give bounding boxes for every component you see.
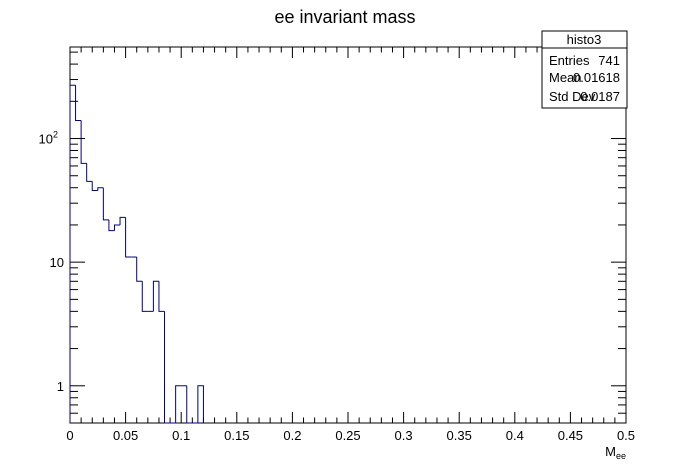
x-tick-label: 0.25	[335, 428, 360, 443]
histogram-bin	[186, 385, 193, 424]
histogram-bin	[113, 224, 121, 231]
x-axis: 0 0.05 0.1 0.15 0.2 0.25 0.3 0.35 0.4 0.45 0.5	[66, 47, 635, 443]
histogram-bin	[125, 217, 132, 258]
histogram-bin	[136, 257, 143, 282]
stats-mean-value: 0.01618	[573, 70, 620, 85]
histogram-bin	[141, 281, 148, 312]
stats-box-name: histo3	[567, 32, 602, 47]
x-tick-label: 0.05	[113, 428, 138, 443]
x-tick-label: 0.5	[617, 428, 635, 443]
x-tick-label: 0.45	[558, 428, 583, 443]
stats-mean-label: Mean	[549, 70, 582, 85]
x-tick-label: 0.2	[283, 428, 301, 443]
stats-box-frame	[541, 30, 628, 109]
histogram-bin	[75, 85, 82, 121]
stats-entries-value: 741	[598, 53, 620, 68]
y-tick-label: 10	[50, 255, 64, 270]
x-tick-label: 0.3	[395, 428, 413, 443]
y-tick-label: 102	[39, 130, 58, 147]
x-tick-label: 0.15	[224, 428, 249, 443]
chart-title: ee invariant mass	[274, 7, 415, 27]
stats-entries-label: Entries	[549, 53, 590, 68]
x-axis-label-main: M	[605, 444, 616, 459]
x-tick-label: 0	[66, 428, 73, 443]
x-axis-label-subscript: ee	[616, 451, 626, 461]
histogram-bin	[91, 181, 98, 191]
histogram-bin	[97, 187, 104, 191]
x-tick-label: 0.35	[447, 428, 472, 443]
histogram-series	[69, 84, 204, 424]
histogram-bin	[152, 280, 159, 312]
histogram-bin	[102, 187, 109, 221]
histogram-bin	[158, 281, 165, 312]
x-axis-label: Mee	[605, 444, 626, 461]
stats-box: histo3 Entries 741 Mean 0.01618 Std Dev …	[541, 30, 628, 109]
histogram-bin	[69, 84, 76, 423]
histogram-bin	[197, 385, 204, 423]
histogram-bin	[164, 311, 171, 424]
histogram-bin	[175, 385, 182, 423]
histogram-bin	[80, 120, 87, 164]
histogram-bin	[119, 216, 126, 225]
y-axis: 1 10 102	[39, 51, 626, 424]
x-tick-label: 0.1	[172, 428, 190, 443]
stats-stddev-value: 0.0187	[580, 89, 620, 104]
x-tick-label: 0.4	[506, 428, 524, 443]
histogram-bin	[108, 219, 115, 232]
stats-stddev-label: Std Dev	[549, 89, 596, 104]
y-tick-label: 1	[57, 379, 64, 394]
histogram-bin	[86, 163, 93, 182]
